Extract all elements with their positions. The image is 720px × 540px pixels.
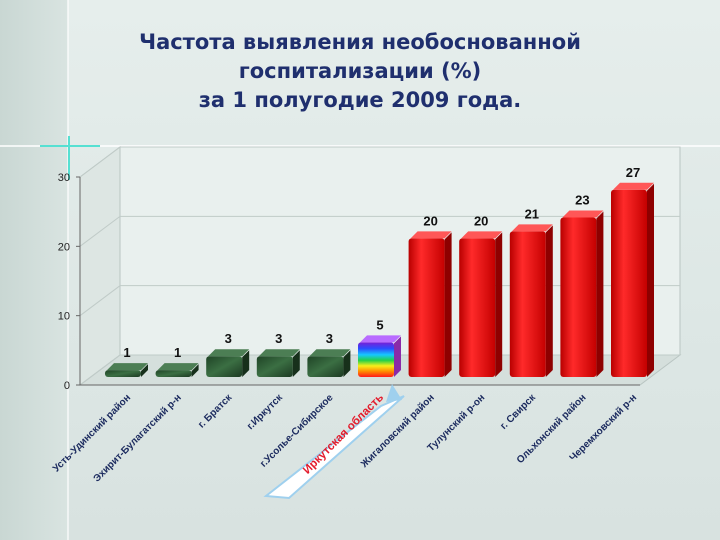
bar-side: [292, 350, 300, 377]
bar: [155, 363, 199, 377]
bar-side: [596, 211, 604, 377]
bar: [307, 349, 351, 377]
y-tick-label: 10: [58, 311, 70, 323]
bar-side: [545, 225, 553, 377]
bar-front: [509, 231, 546, 377]
data-label: 3: [326, 331, 333, 346]
bar-side: [141, 364, 148, 377]
left-decor-band: [0, 0, 68, 540]
bar: [611, 182, 654, 377]
y-tick-label: 0: [64, 380, 70, 392]
bar-top: [613, 182, 654, 190]
bar: [509, 224, 553, 377]
bar: [206, 349, 250, 377]
bar-side: [444, 232, 452, 377]
bar-top: [562, 210, 604, 218]
chart-side-wall: [79, 146, 121, 386]
bar-top: [511, 224, 553, 232]
data-label: 21: [525, 206, 539, 221]
x-tick-label: Иркутская область: [301, 392, 386, 477]
bar-top: [410, 231, 452, 239]
x-tick-label: г. Свирск: [498, 392, 538, 432]
bar-side: [647, 183, 654, 377]
bar-front: [105, 370, 141, 377]
chart-title: Частота выявления необоснованной госпита…: [139, 30, 581, 112]
gridline: [79, 146, 680, 178]
data-label: 3: [275, 331, 282, 346]
data-label: 1: [174, 345, 181, 360]
bar-front: [256, 356, 293, 377]
bar-top: [107, 363, 148, 371]
gridline: [79, 215, 680, 247]
bar-front: [307, 356, 344, 377]
bar: [459, 231, 503, 377]
bar: [408, 231, 452, 377]
bar: [358, 335, 401, 377]
bar-top: [360, 335, 401, 343]
y-tick-label: 20: [58, 241, 70, 253]
data-label: 27: [626, 165, 640, 180]
bar-top: [461, 231, 503, 239]
bar-front: [408, 238, 445, 377]
highlight-callout: [263, 384, 405, 500]
bar: [105, 363, 148, 377]
y-tick-label: 30: [58, 172, 70, 184]
bar: [256, 349, 300, 377]
bar-side: [191, 364, 199, 377]
bar-front: [155, 370, 192, 377]
callout-arrow-icon: [386, 384, 402, 402]
bar-top: [309, 349, 351, 357]
data-label: 1: [123, 345, 130, 360]
bar-top: [157, 363, 199, 371]
bar-side: [495, 232, 503, 377]
bar-front: [358, 342, 394, 377]
data-label: 5: [376, 317, 383, 332]
bar-front: [560, 217, 597, 377]
bar-side: [394, 336, 401, 377]
data-label: 20: [474, 213, 488, 228]
bar-top: [208, 349, 250, 357]
bar-front: [611, 189, 647, 377]
bar-side: [242, 350, 250, 377]
data-label: 3: [225, 331, 232, 346]
bar: [560, 210, 604, 377]
bar-front: [206, 356, 243, 377]
x-tick-label: г.Иркутск: [245, 392, 285, 432]
x-tick-label: г. Братск: [196, 392, 235, 431]
data-label: 20: [423, 213, 437, 228]
bar-top: [258, 349, 300, 357]
x-tick-label: Эхирит-Булагатский р-н: [92, 392, 184, 484]
bar-front: [459, 238, 496, 377]
bar-side: [343, 350, 351, 377]
data-label: 23: [575, 193, 589, 208]
